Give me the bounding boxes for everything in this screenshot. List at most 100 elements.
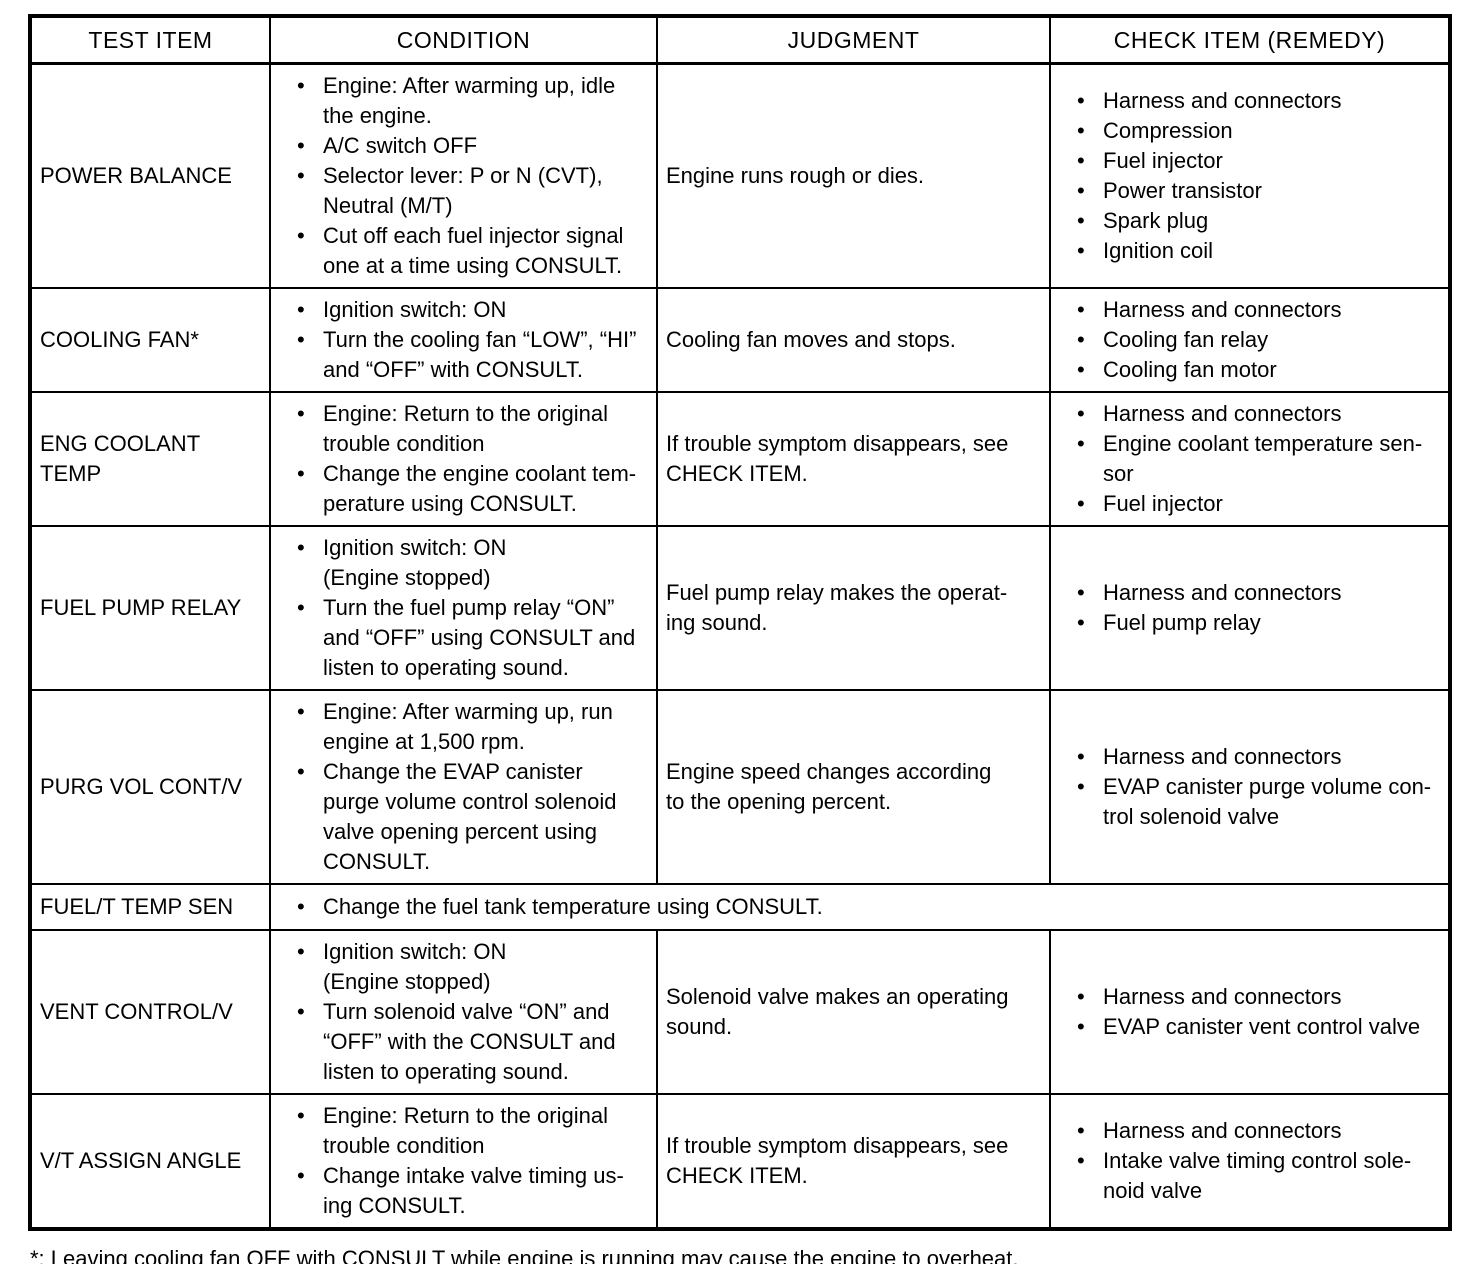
condition-bullet-list: Engine: After warming up, run engine at … [279, 697, 648, 877]
check-item-bullet: Ignition coil [1073, 236, 1440, 266]
test-item-cell: ENG COOLANT TEMP [29, 391, 271, 527]
condition-bullet: Change the EVAP canister purge volume co… [293, 757, 648, 877]
table-row: POWER BALANCE Engine: After warming up, i… [29, 62, 1451, 289]
test-item-cell: POWER BALANCE [29, 62, 271, 289]
condition-bullet: Ignition switch: ON (Engine stopped) [293, 533, 648, 593]
check-item-bullet: Fuel pump relay [1073, 608, 1440, 638]
condition-bullet-list: Ignition switch: ON (Engine stopped)Turn… [279, 937, 648, 1087]
table-row: ENG COOLANT TEMP Engine: Return to the or… [29, 391, 1451, 527]
condition-cell: Engine: Return to the original trouble c… [269, 1093, 658, 1230]
column-header: CHECK ITEM (REMEDY) [1049, 15, 1451, 65]
check-item-cell: Harness and connectorsEVAP canister vent… [1049, 929, 1451, 1095]
test-item-cell: FUEL PUMP RELAY [29, 525, 271, 691]
check-item-cell: Harness and connectorsEVAP canister purg… [1049, 689, 1451, 885]
condition-bullet: Engine: Return to the original trouble c… [293, 399, 648, 459]
check-item-bullet: Harness and connectors [1073, 982, 1440, 1012]
condition-bullet: Selector lever: P or N (CVT), Neutral (M… [293, 161, 648, 221]
condition-cell: Ignition switch: ON (Engine stopped)Turn… [269, 929, 658, 1095]
check-item-bullet-list: Harness and connectorsCompressionFuel in… [1059, 86, 1440, 266]
footnote: *: Leaving cooling fan OFF with CONSULT … [30, 1246, 1019, 1264]
condition-bullet: Ignition switch: ON [293, 295, 648, 325]
check-item-bullet: Harness and connectors [1073, 1116, 1440, 1146]
condition-bullet-list: Engine: After warming up, idle the engin… [279, 71, 648, 281]
judgment-cell: Solenoid valve makes an operating sound. [656, 929, 1051, 1095]
condition-bullet: A/C switch OFF [293, 131, 648, 161]
condition-cell: Engine: Return to the original trouble c… [269, 391, 658, 527]
check-item-bullet: Spark plug [1073, 206, 1440, 236]
test-item-cell: PURG VOL CONT/V [29, 689, 271, 885]
table-row: FUEL/T TEMP SEN Change the fuel tank temp… [29, 883, 1451, 931]
judgment-cell: Fuel pump relay makes the operat- ing so… [656, 525, 1051, 691]
condition-bullet: Ignition switch: ON (Engine stopped) [293, 937, 648, 997]
check-item-bullet: EVAP canister vent control valve [1073, 1012, 1440, 1042]
diagnostic-test-table: TEST ITEM CONDITION JUDGMENT CHECK ITEM (RE… [28, 14, 1452, 1231]
check-item-bullet: Fuel injector [1073, 146, 1440, 176]
condition-bullet-list: Ignition switch: ON (Engine stopped)Turn… [279, 533, 648, 683]
table-row: COOLING FAN*Ignition switch: ONTurn the … [29, 287, 1451, 393]
table-body: POWER BALANCE Engine: After warming up, i… [29, 62, 1451, 1230]
condition-bullet: Cut off each fuel injector signal one at… [293, 221, 648, 281]
header-row: TEST ITEM CONDITION JUDGMENT CHECK ITEM (RE… [29, 15, 1451, 65]
check-item-bullet-list: Harness and connectorsEVAP canister purg… [1059, 742, 1440, 832]
check-item-bullet: Harness and connectors [1073, 578, 1440, 608]
table-header: TEST ITEM CONDITION JUDGMENT CHECK ITEM (RE… [29, 15, 1451, 65]
condition-bullet: Turn solenoid valve “ON” and “OFF” with … [293, 997, 648, 1087]
check-item-bullet-list: Harness and connectorsEngine coolant tem… [1059, 399, 1440, 519]
check-item-bullet: Harness and connectors [1073, 295, 1440, 325]
condition-cell: Change the fuel tank temperature using C… [269, 883, 1451, 931]
condition-bullet: Engine: After warming up, run engine at … [293, 697, 648, 757]
judgment-cell: If trouble symptom disappears, see CHECK… [656, 1093, 1051, 1230]
column-header: CONDITION [269, 15, 658, 65]
condition-bullet: Engine: Return to the original trouble c… [293, 1101, 648, 1161]
condition-bullet: Turn the fuel pump relay “ON” and “OFF” … [293, 593, 648, 683]
check-item-bullet: Harness and connectors [1073, 742, 1440, 772]
check-item-bullet-list: Harness and connectorsIntake valve timin… [1059, 1116, 1440, 1206]
table-row: V/T ASSIGN ANGLE Engine: Return to the or… [29, 1093, 1451, 1230]
check-item-cell: Harness and connectorsCompressionFuel in… [1049, 62, 1451, 289]
check-item-bullet: Compression [1073, 116, 1440, 146]
condition-cell: Engine: After warming up, run engine at … [269, 689, 658, 885]
judgment-cell: Cooling fan moves and stops. [656, 287, 1051, 393]
test-item-cell: COOLING FAN* [29, 287, 271, 393]
condition-bullet-list: Engine: Return to the original trouble c… [279, 1101, 648, 1221]
column-header: TEST ITEM [29, 15, 271, 65]
condition-cell: Engine: After warming up, idle the engin… [269, 62, 658, 289]
check-item-bullet: Harness and connectors [1073, 399, 1440, 429]
judgment-cell: Engine runs rough or dies. [656, 62, 1051, 289]
check-item-cell: Harness and connectorsFuel pump relay [1049, 525, 1451, 691]
condition-cell: Ignition switch: ON (Engine stopped)Turn… [269, 525, 658, 691]
judgment-cell: Engine speed changes according to the op… [656, 689, 1051, 885]
check-item-cell: Harness and connectorsEngine coolant tem… [1049, 391, 1451, 527]
condition-bullet: Change the fuel tank temperature using C… [293, 892, 1440, 922]
condition-bullet-list: Engine: Return to the original trouble c… [279, 399, 648, 519]
column-header: JUDGMENT [656, 15, 1051, 65]
check-item-bullet: EVAP canister purge volume con- trol sol… [1073, 772, 1440, 832]
check-item-bullet: Harness and connectors [1073, 86, 1440, 116]
check-item-bullet: Power transistor [1073, 176, 1440, 206]
check-item-bullet: Intake valve timing control sole- noid v… [1073, 1146, 1440, 1206]
condition-bullet: Change the engine coolant tem- perature … [293, 459, 648, 519]
table-row: PURG VOL CONT/V Engine: After warming up,… [29, 689, 1451, 885]
table-row: FUEL PUMP RELAYIgnition switch: ON (Engi… [29, 525, 1451, 691]
condition-bullet-list: Ignition switch: ONTurn the cooling fan … [279, 295, 648, 385]
table-row: VENT CONTROL/VIgnition switch: ON (Engin… [29, 929, 1451, 1095]
check-item-bullet: Fuel injector [1073, 489, 1440, 519]
condition-bullet: Turn the cooling fan “LOW”, “HI” and “OF… [293, 325, 648, 385]
check-item-bullet: Engine coolant temperature sen- sor [1073, 429, 1440, 489]
condition-bullet: Change intake valve timing us- ing CONSU… [293, 1161, 648, 1221]
condition-cell: Ignition switch: ONTurn the cooling fan … [269, 287, 658, 393]
check-item-cell: Harness and connectorsIntake valve timin… [1049, 1093, 1451, 1230]
test-item-cell: FUEL/T TEMP SEN [29, 883, 271, 931]
check-item-bullet-list: Harness and connectorsEVAP canister vent… [1059, 982, 1440, 1042]
check-item-cell: Harness and connectorsCooling fan relayC… [1049, 287, 1451, 393]
test-item-cell: VENT CONTROL/V [29, 929, 271, 1095]
judgment-cell: If trouble symptom disappears, see CHECK… [656, 391, 1051, 527]
check-item-bullet: Cooling fan motor [1073, 355, 1440, 385]
test-item-cell: V/T ASSIGN ANGLE [29, 1093, 271, 1230]
check-item-bullet: Cooling fan relay [1073, 325, 1440, 355]
condition-bullet: Engine: After warming up, idle the engin… [293, 71, 648, 131]
check-item-bullet-list: Harness and connectorsCooling fan relayC… [1059, 295, 1440, 385]
condition-bullet-list: Change the fuel tank temperature using C… [279, 892, 1440, 922]
check-item-bullet-list: Harness and connectorsFuel pump relay [1059, 578, 1440, 638]
